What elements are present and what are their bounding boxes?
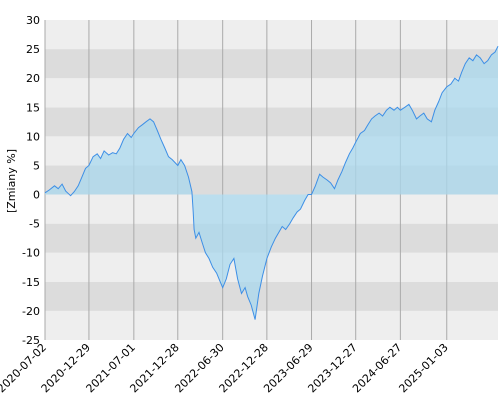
grid-band [45,281,498,311]
grid-band [45,252,498,282]
y-tick-label: -20 [22,305,40,318]
grid-band [45,49,498,79]
y-tick-label: 5 [33,159,40,172]
y-tick-label: -15 [22,276,40,289]
x-tick-labels: 2020-07-022020-12-292021-07-012021-12-28… [0,341,451,395]
y-tick-label: 15 [26,101,40,114]
x-tick-label: 2025-01-03 [396,341,450,395]
y-tick-label: 25 [26,43,40,56]
y-tick-label: 0 [33,189,40,202]
grid-band [45,310,498,340]
series-line [44,45,499,320]
y-tick-label: 10 [26,130,40,143]
y-axis-title: [Zmiany %] [5,149,18,213]
y-tick-label: -10 [22,247,40,260]
y-tick-labels: -25 -20 -15 -10 -5 0 5 10 15 20 25 30 [22,14,40,347]
grid-band [45,78,498,108]
y-tick-label: 20 [26,72,40,85]
y-tick-label: -5 [29,218,40,231]
grid-band [45,20,498,50]
data-series [44,45,499,320]
y-tick-label: 30 [26,14,40,27]
y-tick-label: -25 [22,334,40,347]
series-area [45,46,498,320]
